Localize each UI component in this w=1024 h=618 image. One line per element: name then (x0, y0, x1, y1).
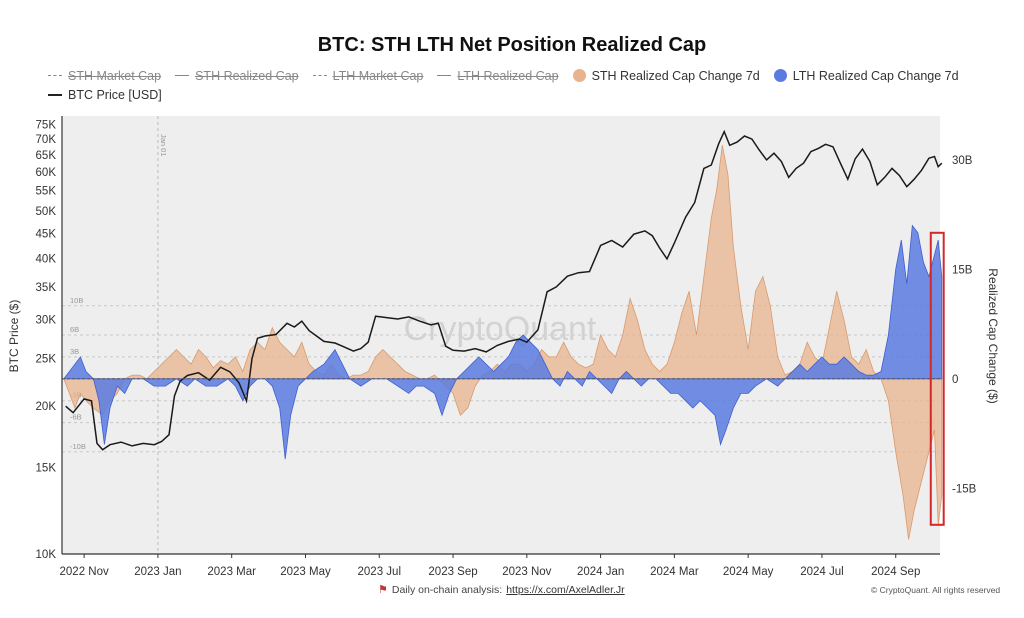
legend-swatch (773, 69, 787, 82)
footer-text: Daily on-chain analysis: (391, 583, 503, 596)
vertical-marker-label: Jan 01 (159, 134, 168, 157)
x-tick-label: 2023 Mar (207, 566, 256, 578)
legend-item[interactable]: STH Realized Cap Change 7d (572, 68, 760, 83)
legend-item[interactable]: STH Realized Cap (175, 69, 299, 83)
legend-label: STH Realized Cap Change 7d (591, 68, 760, 83)
inner-tick-label: 3B (70, 347, 79, 356)
copyright-text: © CryptoQuant. All rights reserved (871, 585, 1001, 595)
left-tick-label: 35K (36, 282, 57, 294)
flag-icon: ⚑ (378, 584, 388, 596)
left-tick-label: 20K (36, 401, 57, 413)
legend-label: LTH Market Cap (332, 68, 424, 83)
legend-item[interactable]: LTH Realized Cap Change 7d (773, 68, 959, 83)
legend-item[interactable]: BTC Price [USD] (48, 88, 162, 102)
x-tick-label: 2024 Mar (650, 566, 699, 578)
legend-label: STH Realized Cap (195, 68, 299, 83)
legend-label: BTC Price [USD] (68, 87, 162, 102)
legend-label: LTH Realized Cap (457, 68, 559, 83)
inner-tick-label: 6B (70, 325, 79, 334)
left-tick-label: 65K (36, 150, 57, 162)
legend-item[interactable]: LTH Market Cap (312, 68, 424, 83)
x-tick-label: 2023 Nov (502, 566, 551, 578)
right-tick-label: 30B (952, 155, 973, 167)
right-tick-label: 0 (952, 374, 958, 386)
footer-link[interactable]: https://x.com/AxelAdler.Jr (506, 583, 625, 596)
x-tick-label: 2023 Jul (358, 566, 401, 578)
legend-label: LTH Realized Cap Change 7d (792, 68, 959, 83)
left-tick-label: 45K (36, 228, 57, 240)
x-tick-label: 2023 Jan (134, 566, 181, 578)
highlight-box (929, 231, 945, 526)
x-tick-label: 2024 May (723, 566, 774, 578)
left-tick-label: 40K (36, 253, 57, 265)
inner-tick-label: 10B (70, 296, 83, 305)
watermark-text: CryptoQuant (404, 310, 597, 348)
legend-item[interactable]: LTH Realized Cap (437, 68, 559, 83)
left-axis-title: BTC Price ($) (7, 300, 21, 373)
right-tick-label: -15B (952, 483, 977, 495)
inner-tick-label: -6B (70, 413, 82, 422)
left-tick-label: 30K (36, 315, 57, 327)
x-tick-label: 2023 Sep (428, 566, 477, 578)
lth-area (62, 224, 943, 460)
left-tick-label: 60K (36, 167, 57, 179)
legend-swatch (48, 93, 62, 96)
footer: ⚑ Daily on-chain analysis: https://x.com… (378, 583, 625, 597)
left-tick-label: 10K (36, 549, 57, 561)
x-tick-label: 2022 Nov (60, 566, 109, 578)
chart-title: BTC: STH LTH Net Position Realized Cap (317, 34, 707, 56)
left-tick-label: 50K (36, 206, 57, 218)
legend-item[interactable]: STH Market Cap (48, 69, 161, 83)
left-tick-label: 55K (36, 185, 57, 197)
legend-row-2: BTC Price [USD] (48, 85, 978, 104)
left-tick-label: 75K (36, 119, 57, 131)
right-axis-title: Realized Cap Change ($) (986, 268, 1000, 403)
left-tick-label: 15K (36, 463, 57, 475)
x-tick-label: 2024 Sep (871, 566, 920, 578)
left-tick-label: 70K (36, 134, 57, 146)
legend-swatch (312, 75, 327, 76)
right-tick-label: 15B (952, 264, 973, 276)
legend-swatch (48, 75, 62, 76)
legend-swatch (437, 75, 452, 76)
legend-swatch (572, 69, 586, 82)
legend-row-1: STH Market Cap STH Realized Cap LTH Market… (48, 66, 978, 85)
left-tick-label: 25K (36, 354, 57, 366)
legend-swatch (175, 75, 190, 76)
inner-tick-label: -10B (70, 442, 86, 451)
x-tick-label: 2024 Jan (577, 566, 624, 578)
btc-price-line (65, 129, 943, 451)
x-tick-label: 2024 Jul (800, 566, 843, 578)
legend: STH Market Cap STH Realized Cap LTH Market… (48, 66, 978, 104)
x-tick-label: 2023 May (280, 566, 331, 578)
legend-label: STH Market Cap (68, 68, 162, 83)
